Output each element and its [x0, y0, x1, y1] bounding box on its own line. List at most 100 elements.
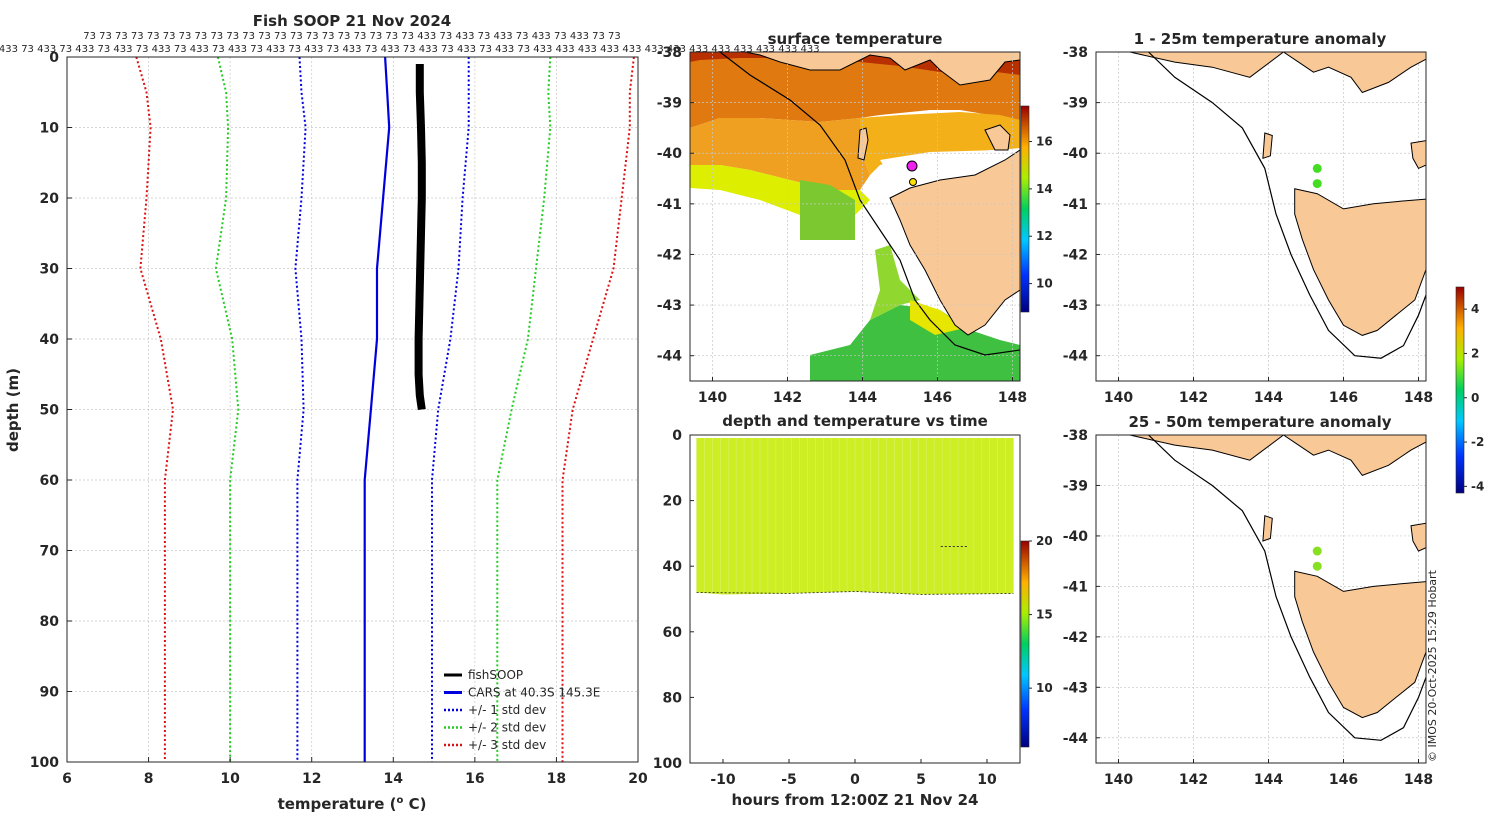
profile-y-tick-label: 50	[40, 403, 60, 419]
map-flinders-island	[1410, 522, 1426, 552]
anomaly-point	[1312, 179, 1322, 189]
sst-field-southwest	[870, 245, 920, 320]
std-dev-line	[214, 56, 240, 762]
sst-position-marker	[909, 178, 917, 186]
profile-x-label: temperature (o C)	[278, 795, 427, 813]
timeseries-y-tick-label: 40	[663, 559, 683, 575]
std-dev-line	[496, 56, 552, 762]
sst-vessel-marker	[906, 160, 918, 172]
map-y-tick-label: -40	[1063, 146, 1089, 162]
map-x-tick-label: 148	[998, 390, 1027, 406]
profile-y-tick-label: 10	[40, 121, 60, 137]
map-y-tick-label: -44	[1063, 349, 1089, 365]
anomaly-shallow-map	[1096, 52, 1426, 381]
legend-label: fishSOOP	[468, 668, 523, 682]
profile-grid	[66, 56, 639, 763]
anomaly-point	[1312, 561, 1322, 571]
profile-y-tick-label: 70	[40, 544, 60, 560]
map-king-island	[1262, 515, 1273, 542]
map-y-tick-label: -42	[1063, 630, 1088, 646]
timeseries-x-ticks: -10 -5 0 5 10	[710, 759, 997, 788]
colorbar-tick-label: -4	[1471, 479, 1484, 493]
anomaly-shallow-x-ticks: 140 142 144 146 148	[1104, 377, 1433, 406]
profile-y-tick-label: 80	[40, 614, 60, 630]
map-y-tick-label: -44	[657, 349, 683, 365]
map-y-tick-label: -38	[1063, 45, 1088, 61]
colorbar-tick-label: 12	[1036, 229, 1053, 243]
anomaly-shallow-panel: 1 - 25m temperature anomaly 140 142 144 146…	[1063, 30, 1433, 406]
profile-y-tick-label: 40	[40, 332, 60, 348]
map-tasmania	[1294, 570, 1426, 719]
map-x-tick-label: 148	[1404, 390, 1433, 406]
profile-y-tick-label: 60	[40, 473, 60, 489]
map-x-tick-label: 144	[848, 390, 877, 406]
timeseries-colorbar	[1020, 540, 1030, 748]
map-x-tick-label: 142	[1179, 390, 1208, 406]
sst-y-ticks: -38 -39 -40 -41 -42 -43 -44	[657, 45, 694, 365]
legend-label: +/- 3 std dev	[468, 738, 546, 752]
colorbar-tick-label: 20	[1036, 534, 1053, 548]
fishsoop-profile-line	[414, 64, 426, 411]
colorbar-tick-label: 0	[1471, 391, 1479, 405]
sst-x-ticks: 140 142 144 146 148	[698, 377, 1027, 406]
map-y-tick-label: -41	[1063, 197, 1088, 213]
profile-x-tick-label: 12	[302, 771, 321, 787]
map-y-tick-label: -42	[657, 247, 682, 263]
timeseries-x-tick-label: -5	[781, 772, 797, 788]
timeseries-x-label: hours from 12:00Z 21 Nov 24	[732, 791, 979, 809]
sst-colorbar-ticks: 10 12 14 16	[1029, 135, 1053, 291]
map-tasmania	[1294, 188, 1426, 336]
profile-y-label: depth (m)	[4, 368, 22, 452]
map-y-tick-label: -39	[1063, 96, 1088, 112]
legend-label: +/- 1 std dev	[468, 703, 546, 717]
profile-x-ticks: 6 8 10 12 14 16 18 20	[62, 757, 648, 787]
sst-panel: surface temperature	[657, 30, 1053, 406]
map-y-tick-label: -43	[1063, 298, 1088, 314]
timeseries-y-ticks: 0 20 40 60 80 100	[653, 428, 694, 772]
map-x-tick-label: 146	[1329, 390, 1358, 406]
profile-panel: Fish SOOP 21 Nov 2024 73 73 73 73 73 73 …	[0, 12, 820, 813]
anomaly-deep-panel: 25 - 50m temperature anomaly 140 142 144 14…	[1063, 413, 1433, 788]
profile-title: Fish SOOP 21 Nov 2024	[253, 12, 451, 30]
map-mainland	[1129, 435, 1426, 477]
sst-field-orange	[690, 118, 870, 190]
map-y-tick-label: -42	[1063, 247, 1088, 263]
profile-legend: fishSOOP CARS at 40.3S 145.3E +/- 1 std de…	[444, 668, 600, 752]
legend-label: CARS at 40.3S 145.3E	[468, 686, 600, 700]
map-y-tick-label: -44	[1063, 731, 1089, 747]
map-x-tick-label: 140	[1104, 390, 1133, 406]
timeseries-colorbar-ticks: 10 15 20	[1029, 534, 1053, 695]
map-y-tick-label: -39	[1063, 478, 1088, 494]
timeseries-x-tick-label: 0	[850, 772, 860, 788]
profile-x-tick-label: 14	[384, 771, 404, 787]
timeseries-title: depth and temperature vs time	[722, 412, 988, 430]
profile-y-tick-label: 30	[40, 262, 60, 278]
legend-label: +/- 2 std dev	[468, 721, 546, 735]
sst-grid	[690, 52, 1020, 381]
timeseries-y-tick-label: 0	[672, 428, 682, 444]
map-x-tick-label: 148	[1404, 772, 1433, 788]
sst-field-green-west	[800, 180, 855, 240]
map-y-tick-label: -43	[1063, 680, 1088, 696]
map-y-tick-label: -38	[1063, 428, 1088, 444]
map-mainland	[1129, 52, 1426, 94]
profile-x-tick-label: 8	[144, 771, 154, 787]
profile-y-ticks: 0 10 20 30 40 50 60 70 80 90 100	[30, 50, 72, 771]
count-row-2: 433 73 433 73 433 73 433 73 433 73 433 7…	[0, 44, 820, 55]
timeseries-panel: depth and temperature vs time -10 -5 0 5 10 …	[653, 412, 1053, 809]
profile-x-tick-label: 16	[465, 771, 484, 787]
count-row-1: 73 73 73 73 73 73 73 73 73 73 73 73 73 7…	[83, 31, 621, 42]
sst-title: surface temperature	[768, 30, 943, 48]
sst-shelf-contour	[719, 52, 1020, 356]
timeseries-y-tick-label: 60	[663, 625, 683, 641]
map-x-tick-label: 144	[1254, 390, 1283, 406]
anomaly-deep-map	[1096, 435, 1426, 763]
profile-y-tick-label: 0	[49, 50, 59, 66]
timeseries-data	[696, 438, 1014, 595]
map-y-tick-label: -41	[657, 197, 682, 213]
anomaly-shallow-y-ticks: -38 -39 -40 -41 -42 -43 -44	[1063, 45, 1100, 365]
map-x-tick-label: 140	[698, 390, 727, 406]
profile-y-tick-label: 90	[40, 685, 60, 701]
timeseries-x-tick-label: 10	[977, 772, 997, 788]
